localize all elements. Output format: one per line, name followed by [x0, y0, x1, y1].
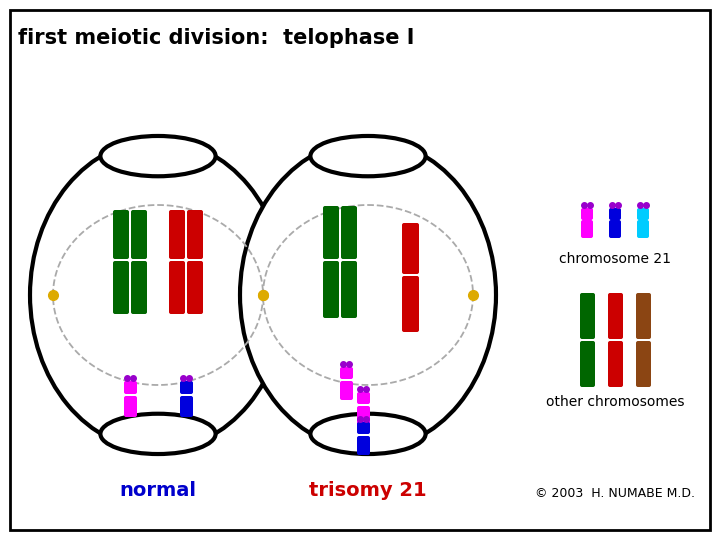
FancyBboxPatch shape	[124, 381, 137, 394]
FancyBboxPatch shape	[581, 208, 593, 220]
FancyBboxPatch shape	[637, 208, 649, 220]
Ellipse shape	[310, 136, 426, 176]
Ellipse shape	[30, 140, 286, 450]
FancyBboxPatch shape	[357, 436, 370, 455]
FancyBboxPatch shape	[169, 210, 185, 259]
FancyBboxPatch shape	[113, 261, 129, 314]
FancyBboxPatch shape	[131, 261, 147, 314]
FancyBboxPatch shape	[323, 261, 339, 318]
Text: first meiotic division:  telophase I: first meiotic division: telophase I	[18, 28, 415, 48]
FancyBboxPatch shape	[357, 422, 370, 434]
FancyBboxPatch shape	[609, 208, 621, 220]
FancyBboxPatch shape	[187, 210, 203, 259]
FancyBboxPatch shape	[609, 220, 621, 238]
FancyBboxPatch shape	[402, 276, 419, 332]
Text: © 2003  H. NUMABE M.D.: © 2003 H. NUMABE M.D.	[535, 487, 695, 500]
FancyBboxPatch shape	[636, 293, 651, 339]
Ellipse shape	[100, 414, 215, 454]
FancyBboxPatch shape	[608, 293, 623, 339]
FancyBboxPatch shape	[323, 206, 339, 259]
FancyBboxPatch shape	[357, 392, 370, 404]
Text: chromosome 21: chromosome 21	[559, 252, 671, 266]
Text: normal: normal	[120, 481, 197, 500]
FancyBboxPatch shape	[124, 396, 137, 417]
FancyBboxPatch shape	[340, 381, 353, 400]
FancyBboxPatch shape	[581, 220, 593, 238]
FancyBboxPatch shape	[357, 406, 370, 425]
FancyBboxPatch shape	[340, 367, 353, 379]
FancyBboxPatch shape	[187, 261, 203, 314]
Ellipse shape	[100, 136, 215, 176]
FancyBboxPatch shape	[637, 220, 649, 238]
Text: other chromosomes: other chromosomes	[546, 395, 684, 409]
FancyBboxPatch shape	[180, 381, 193, 394]
FancyBboxPatch shape	[580, 341, 595, 387]
Text: trisomy 21: trisomy 21	[309, 481, 427, 500]
FancyBboxPatch shape	[341, 261, 357, 318]
FancyBboxPatch shape	[402, 223, 419, 274]
FancyBboxPatch shape	[580, 293, 595, 339]
FancyBboxPatch shape	[608, 341, 623, 387]
FancyBboxPatch shape	[341, 206, 357, 259]
Ellipse shape	[240, 140, 496, 450]
FancyBboxPatch shape	[180, 396, 193, 417]
FancyBboxPatch shape	[169, 261, 185, 314]
Ellipse shape	[310, 414, 426, 454]
FancyBboxPatch shape	[131, 210, 147, 259]
FancyBboxPatch shape	[113, 210, 129, 259]
FancyBboxPatch shape	[636, 341, 651, 387]
